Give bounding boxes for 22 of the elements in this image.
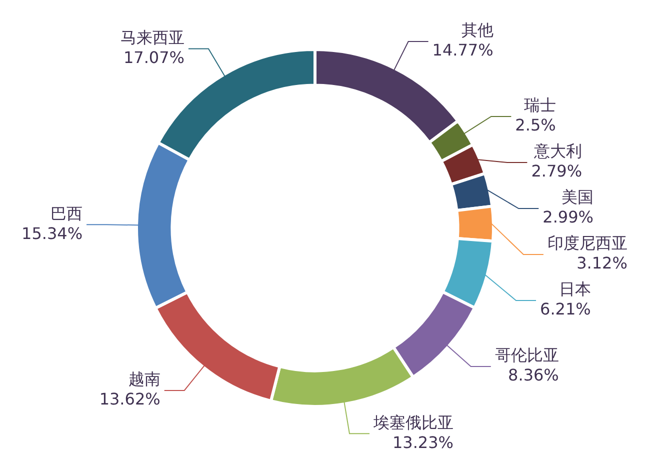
slice-label: 其他 <box>461 20 494 40</box>
data-label: 6.21% <box>540 300 591 319</box>
data-label: 13.23% <box>392 432 454 452</box>
slice-label: 意大利 <box>533 142 582 161</box>
slice-label: 印度尼西亚 <box>547 234 628 253</box>
slice-label: 巴西 <box>50 204 83 223</box>
data-label: 13.62% <box>99 390 160 409</box>
slice-label: 马来西亚 <box>120 28 184 47</box>
slice-label: 越南 <box>128 370 160 389</box>
data-label: 2.5% <box>515 116 556 135</box>
data-label: 8.36% <box>508 366 559 385</box>
slice-label: 埃塞俄比亚 <box>372 412 454 432</box>
slice-label: 瑞士 <box>524 96 556 115</box>
data-label: 3.12% <box>576 254 628 273</box>
slice-label: 哥伦比亚 <box>494 346 559 365</box>
data-label: 2.99% <box>542 208 594 227</box>
data-label: 17.07% <box>123 48 184 67</box>
slice-label: 日本 <box>558 280 591 299</box>
data-label: 14.77% <box>432 40 494 60</box>
data-label: 15.34% <box>22 224 83 243</box>
data-label: 2.79% <box>531 162 582 181</box>
slice-label: 美国 <box>561 188 594 207</box>
